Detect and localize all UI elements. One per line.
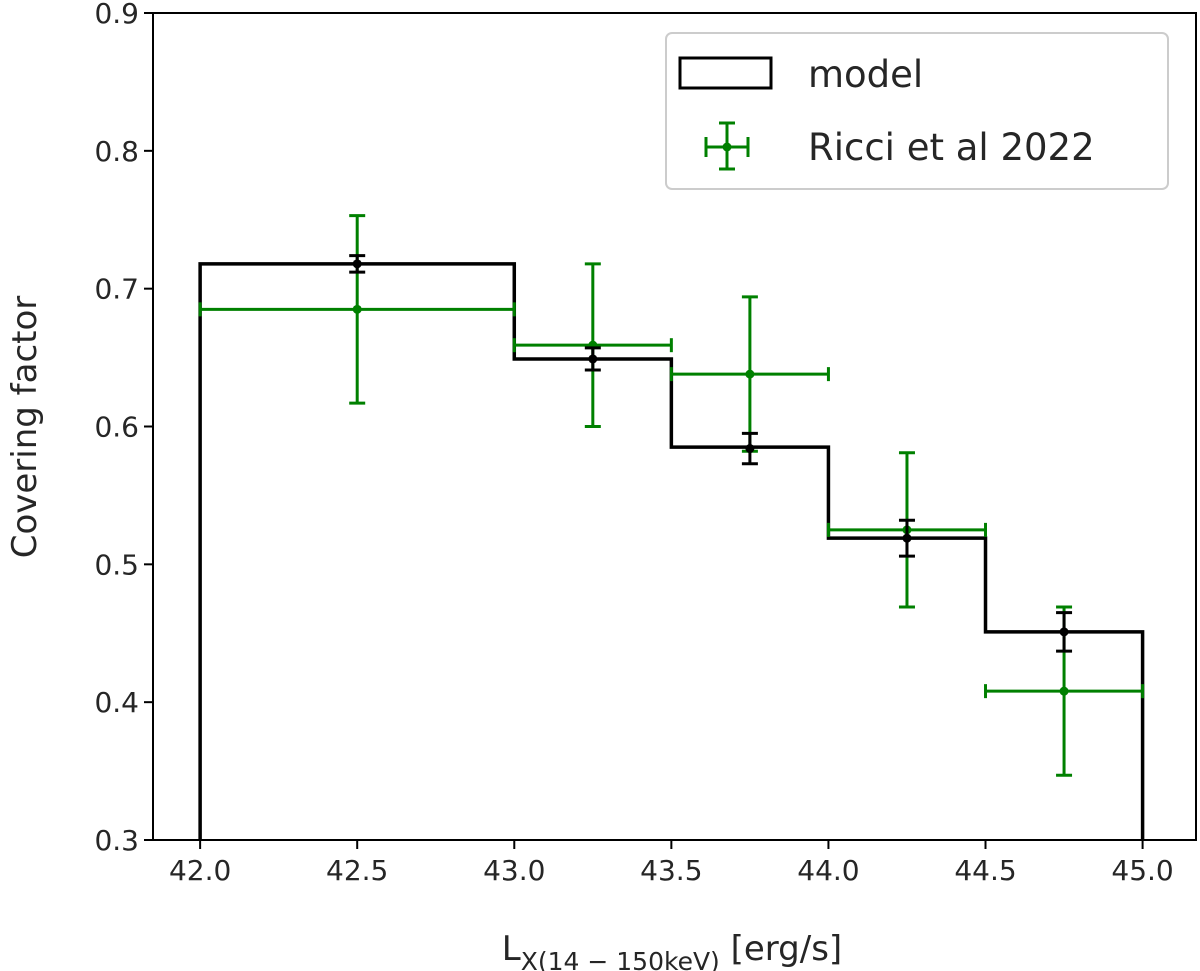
model-data-point [584, 346, 601, 372]
model-data-point [1056, 611, 1073, 653]
model-data-point [741, 431, 758, 466]
x-tick-label: 43.0 [483, 854, 545, 887]
x-tick-label: 42.0 [169, 854, 231, 887]
ricci-data-point [512, 262, 673, 428]
ricci-marker [352, 304, 362, 314]
legend-ricci-marker [704, 121, 750, 171]
legend-frame [665, 32, 1169, 190]
x-tick-label: 42.5 [326, 854, 388, 887]
legend-model-swatch [678, 56, 773, 90]
ricci-marker [1059, 686, 1069, 696]
y-tick-label: 0.7 [94, 273, 139, 306]
y-tick-label: 0.4 [94, 686, 139, 719]
y-tick-label: 0.5 [94, 548, 139, 581]
plot-area [198, 214, 1145, 840]
x-axis-label-main: L [502, 929, 521, 969]
model-data-point [898, 518, 915, 558]
y-tick-label: 0.8 [94, 135, 139, 168]
ricci-data-point [669, 295, 830, 453]
x-axis-label-subscript: X(14 − 150keV) [521, 947, 720, 971]
legend-ricci-label: Ricci et al 2022 [808, 126, 1095, 169]
x-tick-label: 44.5 [954, 854, 1016, 887]
x-tick-label: 44.0 [797, 854, 859, 887]
x-tick-label: 43.5 [640, 854, 702, 887]
x-axis-label-units: [erg/s] [720, 929, 842, 969]
model-marker [745, 444, 755, 454]
x-axis: 42.0 42.5 43.0 43.5 44.0 44.5 45.0 [169, 840, 1174, 887]
y-tick-label: 0.9 [94, 0, 139, 30]
model-marker [352, 259, 362, 269]
y-tick-label: 0.3 [94, 824, 139, 857]
model-data-point [349, 254, 366, 274]
ricci-data-point [198, 214, 516, 405]
model-marker [902, 533, 912, 543]
model-marker [1059, 627, 1069, 637]
x-axis-label: LX(14 − 150keV) [erg/s] [502, 929, 842, 971]
legend-model-label: model [808, 53, 923, 96]
x-tick-label: 45.0 [1111, 854, 1173, 887]
y-tick-label: 0.6 [94, 411, 139, 444]
y-axis-label: Covering factor [5, 296, 45, 559]
y-axis: 0.3 0.4 0.5 0.6 0.7 0.8 0.9 [94, 0, 153, 857]
ricci-marker [745, 369, 755, 379]
legend: model Ricci et al 2022 [665, 32, 1169, 190]
model-marker [588, 354, 598, 364]
